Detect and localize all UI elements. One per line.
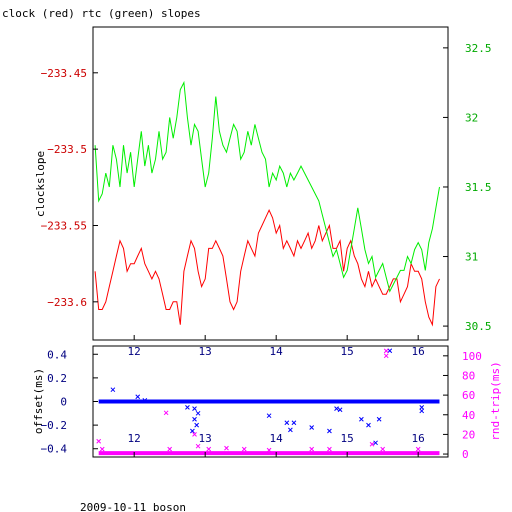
rnd-trip-tick-label: 80	[462, 369, 475, 382]
rnd-trip-tick-label: 100	[462, 350, 482, 363]
rtc-tick-label: 32	[465, 111, 478, 124]
series-rnd-trip-point	[383, 353, 389, 359]
clock-axis-label: clockslope	[34, 151, 47, 217]
rnd-trip-axis: 0 20 40 60 80 100	[443, 350, 482, 461]
offset-series-layer	[96, 348, 440, 456]
series-rnd-trip-point	[99, 446, 105, 452]
series-offset-point	[192, 406, 197, 411]
offset-tick-label: −0.4	[41, 443, 68, 456]
series-rnd-trip-point	[309, 446, 315, 452]
series-offset-point	[288, 427, 293, 433]
series-rnd-trip-point	[224, 445, 229, 451]
series-offset-point	[266, 413, 272, 419]
rtc-tick-label: 30.5	[465, 320, 492, 333]
series-offset-point	[192, 416, 197, 422]
series-offset-point	[195, 410, 201, 416]
series-rnd-trip-point	[192, 432, 197, 437]
series-rnd-trip-point	[206, 446, 212, 452]
series-offset-point	[376, 416, 382, 422]
rnd-trip-axis-label: rnd-trip(ms)	[489, 361, 502, 440]
series-offset-point	[327, 428, 332, 434]
offset-tick-label: 0.2	[47, 372, 67, 385]
clock-tick-label: −233.55	[41, 219, 87, 232]
offset-x-tick-label: 13	[199, 432, 212, 445]
series-rnd-trip-point	[369, 441, 375, 447]
slope-x-tick-label: 15	[341, 345, 354, 358]
slope-series-layer	[94, 80, 440, 327]
series-offset-point	[373, 440, 378, 446]
slope-x-axis: 12 13 14 15 16	[128, 335, 425, 358]
series-rnd-trip-point	[163, 410, 169, 416]
rtc-tick-label: 32.5	[465, 42, 492, 55]
series-offset-point	[309, 425, 315, 430]
series-offset-point	[419, 405, 425, 410]
offset-axis: 0.4 0.2 0 −0.2 −0.4	[41, 348, 98, 456]
clock-tick-label: −233.6	[47, 296, 87, 309]
series-rnd-trip-point	[327, 446, 332, 452]
series-rnd-trip-point	[266, 447, 272, 453]
series-rnd-trip-point	[380, 446, 386, 452]
rtc-tick-label: 31	[465, 251, 478, 264]
slope-x-tick-label: 12	[128, 345, 141, 358]
rnd-trip-tick-label: 0	[462, 448, 469, 461]
clock-tick-label: −233.45	[41, 67, 87, 80]
series-offset-point	[185, 405, 190, 410]
rtc-tick-label: 31.5	[465, 181, 492, 194]
clock-axis: −233.45 −233.5 −233.55 −233.6	[41, 67, 98, 309]
series-offset-point	[419, 408, 425, 414]
slope-panel: −233.45−233.5−233.55−233.6 30.53131.5323…	[34, 26, 492, 358]
offset-x-tick-label: 16	[412, 432, 425, 445]
series-rnd-trip-point	[415, 446, 421, 452]
chart-title: clock (red) rtc (green) slopes	[2, 7, 201, 20]
series-rnd-trip-point	[383, 348, 389, 354]
slope-plot-frame	[92, 26, 449, 341]
rnd-trip-tick-label: 40	[462, 409, 475, 422]
series-offset-point	[142, 397, 148, 403]
offset-x-tick-label: 14	[270, 432, 284, 445]
slope-x-tick-label: 13	[199, 345, 212, 358]
offset-x-axis: 12 13 14 15 16	[128, 432, 425, 457]
clock-tick-label: −233.5	[47, 143, 87, 156]
series-offset-point	[110, 387, 116, 393]
series-offset-point	[291, 420, 297, 426]
offset-x-tick-label: 15	[341, 432, 354, 445]
series-rnd-trip-point	[195, 443, 201, 449]
offset-tick-label: 0.4	[47, 348, 67, 361]
offset-tick-label: 0	[60, 396, 67, 409]
series-rnd-trip-point	[96, 438, 102, 444]
slope-x-tick-label: 16	[412, 345, 425, 358]
series-offset-point	[135, 394, 141, 400]
series-clock-line	[94, 209, 440, 327]
series-offset-point	[359, 416, 364, 422]
footer-label: 2009-10-11 boson	[80, 501, 186, 512]
offset-axis-label: offset(ms)	[32, 368, 45, 434]
series-offset-point	[190, 428, 195, 434]
rnd-trip-tick-label: 20	[462, 428, 475, 441]
series-offset-point	[337, 407, 343, 413]
rnd-trip-tick-label: 60	[462, 389, 475, 402]
series-rnd-trip-point	[167, 446, 173, 452]
series-offset-point	[284, 420, 290, 426]
offset-tick-label: −0.2	[41, 419, 68, 432]
series-offset-point	[334, 406, 339, 411]
series-offset-point	[366, 422, 371, 428]
series-rtc-line	[94, 80, 440, 293]
series-rnd-trip-point	[241, 446, 247, 452]
series-offset-point	[194, 422, 200, 428]
slope-x-tick-label: 14	[270, 345, 284, 358]
rtc-axis: 30.5 31 31.5 32 32.5	[443, 42, 492, 333]
offset-x-tick-label: 12	[128, 432, 141, 445]
